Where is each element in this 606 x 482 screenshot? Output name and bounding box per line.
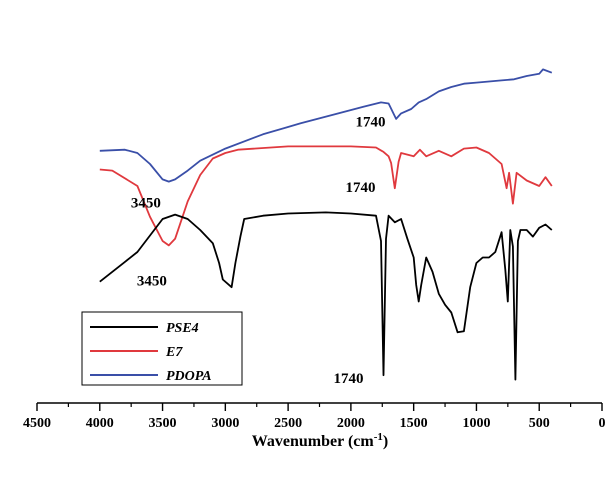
- series-line-pse4: [99, 211, 553, 381]
- legend: PSE4 E7 PDOPA: [81, 311, 243, 386]
- x-tick-label: 3500: [149, 416, 177, 431]
- peak-label-pse4: 1740: [334, 371, 364, 387]
- series-line-pdopa: [99, 68, 553, 183]
- x-tick-label: 1500: [400, 416, 428, 431]
- peak-annotations: 1740 3450 1740 3450 1740: [131, 114, 386, 387]
- peak-label-pdopa: 3450: [131, 196, 161, 212]
- x-tick-label: 2000: [337, 416, 365, 431]
- legend-label-pse4: PSE4: [166, 321, 199, 336]
- x-tick-label: 0: [599, 416, 606, 431]
- peak-label-e7: 3450: [137, 273, 167, 289]
- x-axis: 4500 4000 3500 3000 2500 2000 1500 1000 500 0: [23, 402, 606, 431]
- peak-label-pdopa: 1740: [356, 114, 386, 130]
- x-tick-label: 500: [529, 416, 550, 431]
- x-tick-label: 2500: [274, 416, 302, 431]
- series-line-e7: [99, 145, 553, 247]
- x-tick-label: 3000: [211, 416, 239, 431]
- peak-label-e7: 1740: [346, 180, 376, 196]
- x-tick-label: 4500: [23, 416, 51, 431]
- legend-box: [81, 311, 243, 386]
- x-tick-label: 4000: [86, 416, 114, 431]
- plot-area: [99, 68, 553, 381]
- legend-label-e7: E7: [165, 345, 183, 360]
- legend-label-pdopa: PDOPA: [166, 369, 212, 384]
- x-axis-title: Wavenumber (cm-1): [252, 431, 388, 450]
- x-tick-label: 1000: [462, 416, 490, 431]
